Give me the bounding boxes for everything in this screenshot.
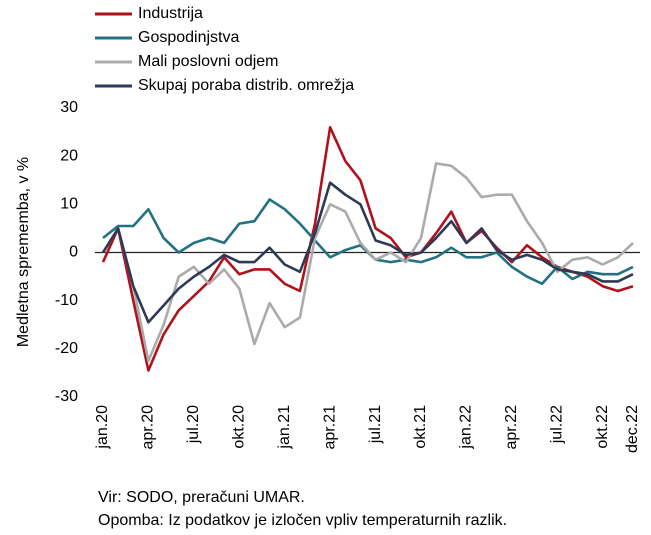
x-tick-label: okt.20 [231,405,248,449]
y-tick-label: -30 [55,388,78,405]
y-tick-label: -20 [55,340,78,357]
x-tick-label: okt.22 [594,405,611,449]
series-line [101,126,634,372]
legend-label: Industrija [138,5,203,22]
footnote: Opomba: Iz podatkov je izločen vpliv tem… [98,512,507,529]
legend-label: Mali poslovni odjem [138,53,279,70]
x-tick-label: jul.20 [185,405,202,444]
x-tick-label: jul.21 [367,405,384,444]
y-tick-label: 20 [60,147,78,164]
y-tick-label: 30 [60,99,78,116]
y-tick-label: 10 [60,196,78,213]
series-line [101,181,634,324]
y-tick-label: -10 [55,292,78,309]
legend-label: Gospodinjstva [138,29,239,46]
x-tick-label: jan.22 [458,405,475,450]
x-tick-label: jan.21 [276,405,293,450]
x-tick-label: apr.20 [140,405,157,450]
x-tick-label: jan.20 [94,405,111,450]
series-line [101,162,634,363]
x-tick-label: jul.22 [549,405,566,444]
series-line [102,198,634,286]
source-note: Vir: SODO, preračuni UMAR. [98,489,305,506]
legend-label: Skupaj poraba distrib. omrežja [138,77,354,94]
x-tick-label: apr.22 [503,405,520,450]
x-tick-label: apr.21 [321,405,338,450]
y-tick-label: 0 [69,244,78,261]
x-tick-label: dec.22 [624,405,641,453]
x-tick-label: okt.21 [412,405,429,449]
y-axis-label: Medletna sprememba, v % [15,157,32,347]
